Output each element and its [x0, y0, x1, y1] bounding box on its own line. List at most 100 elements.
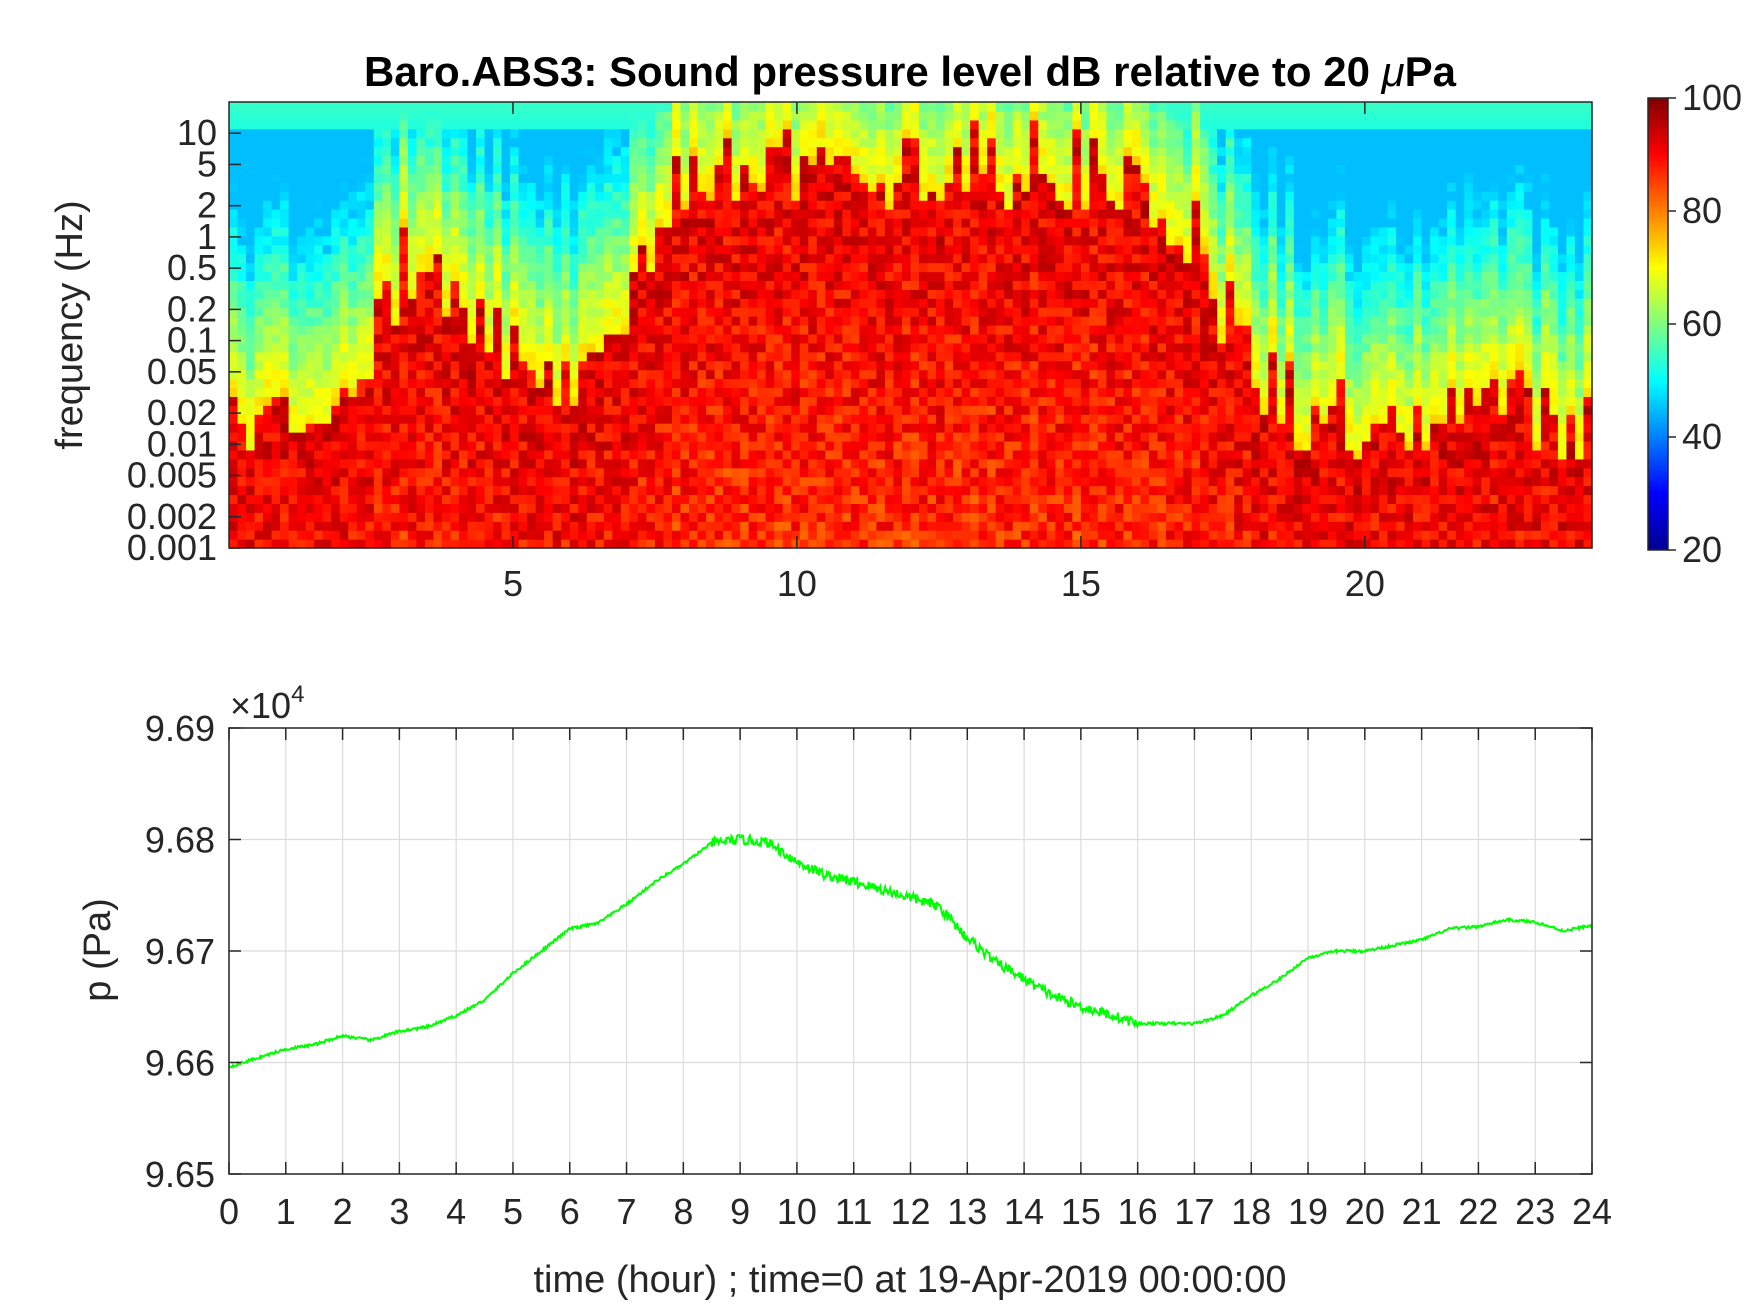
spectrogram-cell [441, 146, 452, 157]
spectrogram-cell [791, 253, 801, 264]
spectrogram-cell [1046, 512, 1056, 522]
spectrogram-cell [288, 146, 298, 157]
spectrogram-cell [612, 414, 622, 424]
spectrogram-cell [867, 351, 878, 362]
spectrogram-cell [518, 137, 528, 148]
spectrogram-cell [714, 271, 724, 281]
spectrogram-cell [689, 325, 699, 335]
spectrogram-cell [493, 423, 503, 433]
spectrogram-cell [1021, 146, 1031, 157]
spectrogram-cell [714, 137, 724, 148]
spectrogram-cell [637, 387, 648, 397]
spectrogram-cell [535, 405, 545, 415]
spectrogram-cell [765, 387, 775, 397]
spectrogram-cell [723, 262, 733, 273]
spectrogram-cell [833, 235, 843, 246]
spectrogram-cell [1038, 110, 1048, 121]
spectrogram-cell [263, 387, 273, 397]
spectrogram-cell [791, 271, 801, 281]
spectrogram-cell [995, 191, 1005, 201]
spectrogram-cell [953, 102, 963, 112]
spectrogram-cell [433, 200, 443, 210]
spectrogram-cell [1055, 253, 1065, 264]
spectrogram-cell [671, 253, 682, 264]
spectrogram-cell [859, 209, 869, 219]
spectrogram-cell [876, 458, 886, 469]
spectrogram-cell [356, 244, 366, 255]
spectrogram-cell [476, 280, 486, 290]
spectrogram-cell [671, 342, 682, 353]
spectrogram-cell [867, 423, 878, 433]
spectrogram-cell [791, 414, 801, 424]
spectrogram-cell [654, 414, 665, 424]
spectrogram-cell [535, 119, 545, 130]
spectrogram-cell [825, 235, 835, 246]
spectrogram-cell [961, 137, 971, 148]
spectrogram-cell [731, 494, 741, 504]
spectrogram-cell [731, 405, 741, 415]
spectrogram-cell [842, 102, 852, 112]
spectrogram-cell [671, 503, 682, 513]
spectrogram-cell [263, 325, 273, 335]
spectrogram-cell [936, 209, 946, 219]
spectrogram-cell [561, 333, 571, 344]
spectrogram-cell [229, 289, 239, 299]
spectrogram-cell [1063, 476, 1073, 487]
spectrogram-cell [501, 405, 511, 415]
spectrogram-cell [356, 289, 366, 299]
spectrogram-cell [331, 182, 341, 192]
spectrogram-cell [339, 307, 349, 317]
spectrogram-cell [603, 102, 613, 112]
spectrogram-cell [876, 110, 886, 121]
spectrogram-cell [424, 369, 435, 380]
spectrogram-cell [646, 530, 656, 540]
spectrogram-cell [348, 280, 358, 290]
spectrogram-cell [459, 128, 469, 139]
spectrogram-cell [280, 146, 290, 157]
spectrogram-cell [535, 342, 545, 353]
spectrogram-cell [1055, 262, 1065, 273]
spectrogram-cell [1072, 280, 1082, 290]
spectrogram-cell [995, 110, 1005, 121]
spectrogram-cell [459, 405, 469, 415]
spectrogram-cell [518, 289, 528, 299]
spectrogram-cell [493, 209, 503, 219]
spectrogram-cell [339, 235, 349, 246]
spectrogram-cell [365, 512, 375, 522]
spectrogram-cell [723, 458, 733, 469]
spectrogram-cell [978, 440, 988, 451]
spectrogram-cell [1029, 262, 1039, 273]
spectrogram-cell [263, 280, 273, 290]
spectrogram-cell [731, 146, 741, 157]
spectrogram-cell [774, 467, 784, 478]
spectrogram-cell [1029, 217, 1039, 228]
spectrogram-cell [1072, 235, 1082, 246]
spectrogram-cell [1038, 289, 1048, 299]
spectrogram-cell [1004, 414, 1014, 424]
spectrogram-cell [288, 244, 298, 255]
spectrogram-cell [859, 342, 869, 353]
spectrogram-cell [586, 200, 596, 210]
spectrogram-cell [833, 298, 843, 308]
spectrogram-cell [1063, 360, 1073, 371]
spectrogram-cell [348, 458, 358, 469]
spectrogram-cell [390, 226, 400, 237]
spectrogram-cell [535, 289, 545, 299]
spectrogram-cell [884, 209, 895, 219]
spectrogram-cell [569, 217, 579, 228]
spectrogram-cell [322, 539, 332, 549]
spectrogram-cell [833, 467, 843, 478]
spectrogram-cell [561, 146, 571, 157]
spectrogram-cell [1072, 262, 1082, 273]
spectrogram-cell [850, 530, 860, 540]
spectrogram-cell [637, 467, 648, 478]
spectrogram-cell [1029, 325, 1039, 335]
spectrogram-cell [833, 182, 843, 192]
spectrogram-cell [527, 307, 537, 317]
spectrogram-cell [493, 235, 503, 246]
spectrogram-cell [757, 316, 767, 326]
spectrogram-cell [586, 262, 596, 273]
spectrogram-cell [859, 173, 869, 183]
spectrogram-cell [527, 405, 537, 415]
spectrogram-cell [987, 280, 997, 290]
